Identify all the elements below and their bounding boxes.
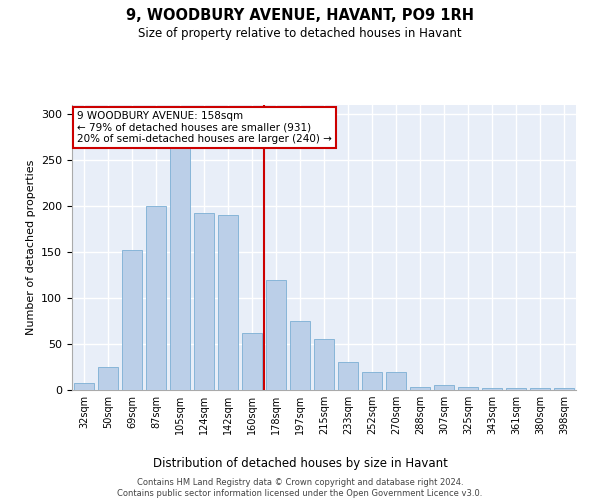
Bar <box>242 333 262 390</box>
Bar <box>530 388 550 390</box>
Bar <box>410 387 430 390</box>
Bar <box>362 372 382 390</box>
Text: Contains HM Land Registry data © Crown copyright and database right 2024.
Contai: Contains HM Land Registry data © Crown c… <box>118 478 482 498</box>
Text: Distribution of detached houses by size in Havant: Distribution of detached houses by size … <box>152 458 448 470</box>
Bar <box>434 386 454 390</box>
Bar <box>194 214 214 390</box>
Bar <box>170 146 190 390</box>
Bar <box>314 340 334 390</box>
Bar <box>98 367 118 390</box>
Text: Size of property relative to detached houses in Havant: Size of property relative to detached ho… <box>138 28 462 40</box>
Bar <box>554 388 574 390</box>
Text: 9, WOODBURY AVENUE, HAVANT, PO9 1RH: 9, WOODBURY AVENUE, HAVANT, PO9 1RH <box>126 8 474 22</box>
Bar <box>266 280 286 390</box>
Bar <box>482 388 502 390</box>
Bar <box>458 387 478 390</box>
Bar <box>290 321 310 390</box>
Y-axis label: Number of detached properties: Number of detached properties <box>26 160 35 335</box>
Bar <box>338 362 358 390</box>
Bar <box>146 206 166 390</box>
Bar <box>74 382 94 390</box>
Bar <box>122 250 142 390</box>
Text: 9 WOODBURY AVENUE: 158sqm
← 79% of detached houses are smaller (931)
20% of semi: 9 WOODBURY AVENUE: 158sqm ← 79% of detac… <box>77 110 332 144</box>
Bar <box>506 388 526 390</box>
Bar <box>386 372 406 390</box>
Bar <box>218 216 238 390</box>
